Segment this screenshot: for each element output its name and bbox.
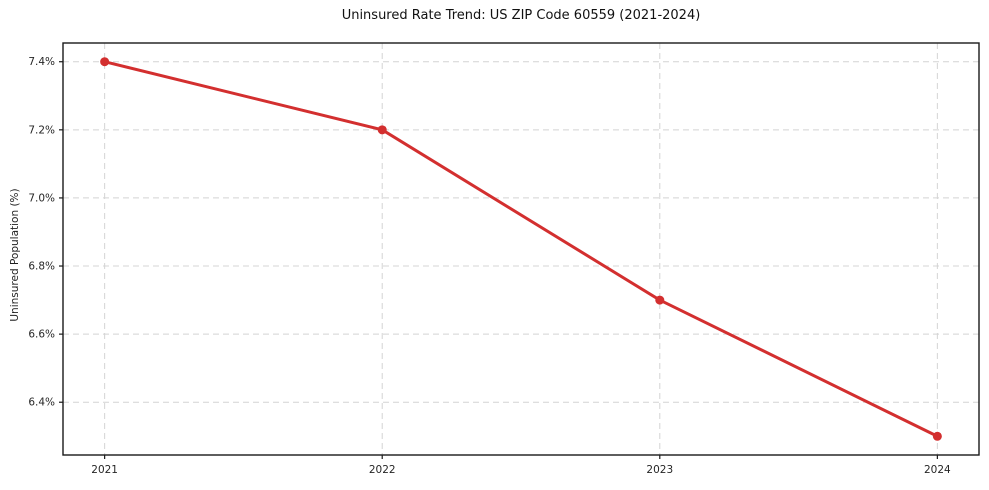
y-tick-label: 6.8%: [28, 261, 55, 273]
data-point: [377, 125, 387, 135]
y-tick-label: 7.4%: [28, 56, 55, 68]
data-point: [100, 57, 110, 67]
plot-area-border: [62, 42, 980, 456]
x-tick-label: 2024: [924, 464, 951, 476]
x-tick-label: 2022: [369, 464, 396, 476]
x-tick-label: 2021: [91, 464, 118, 476]
data-point: [932, 431, 942, 441]
chart-title: Uninsured Rate Trend: US ZIP Code 60559 …: [341, 8, 701, 23]
y-axis-label-text: Uninsured Population (%): [9, 188, 21, 322]
data-point: [655, 295, 665, 305]
data-line: [103, 60, 939, 438]
x-tick-label: 2023: [646, 464, 673, 476]
y-tick-label: 6.6%: [28, 329, 55, 341]
y-tick-label: 6.4%: [28, 397, 55, 409]
y-tick-label: 7.2%: [28, 124, 55, 136]
y-tick-label: 7.0%: [28, 192, 55, 204]
